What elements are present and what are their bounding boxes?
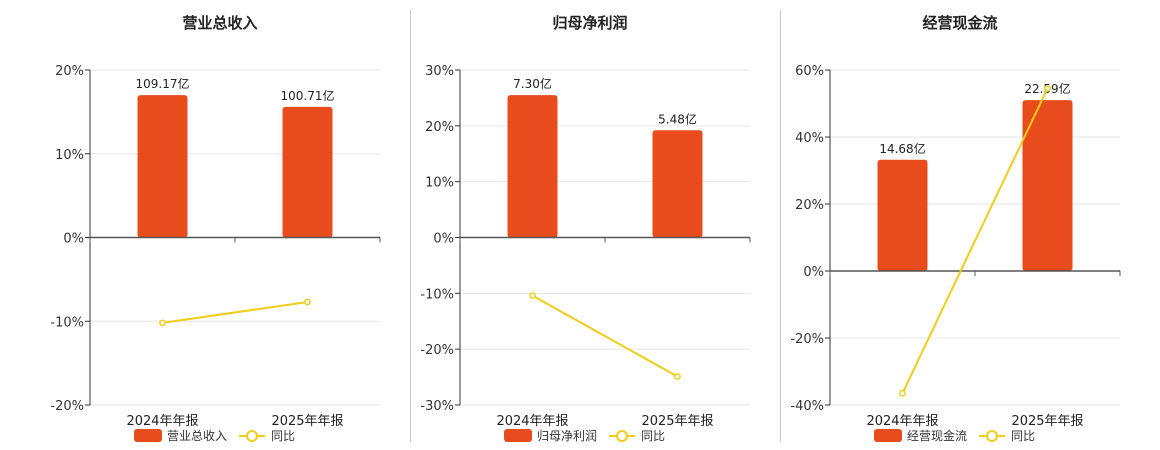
y-tick-label: 30% — [425, 64, 454, 79]
bar-value-label: 14.68亿 — [879, 141, 925, 156]
bar-value-label: 7.30亿 — [513, 76, 552, 91]
bar-value-label: 109.17亿 — [136, 76, 190, 91]
legend-line-label: 同比 — [641, 429, 665, 443]
y-tick-label: -20% — [420, 343, 454, 358]
bar — [1022, 100, 1073, 272]
chart-operating-cashflow: 经营现金流60%40%20%0%-20%-40%14.68亿22.59亿2024… — [790, 14, 1121, 443]
legend-line-marker — [986, 430, 998, 442]
chart-revenue: 营业总收入 20% 10% 0% -10% -20% 109.17亿 100.71亿 2024年… — [50, 14, 381, 443]
y-tick-label: 20% — [425, 120, 454, 135]
panel-divider — [780, 10, 781, 442]
y-tick-label: -10% — [50, 315, 84, 330]
legend-bar-label: 经营现金流 — [907, 428, 967, 443]
y-tick-label: 10% — [425, 176, 454, 191]
chart-title: 营业总收入 — [182, 14, 257, 32]
bar-value-label: 100.71亿 — [281, 88, 335, 103]
legend-line-label: 同比 — [1011, 429, 1035, 443]
y-tick-label: -10% — [420, 287, 454, 302]
yoy-point — [529, 292, 536, 299]
y-tick-label: -30% — [420, 399, 454, 414]
yoy-point — [674, 373, 681, 380]
y-tick-label: 0% — [433, 232, 454, 247]
legend-bar-label: 营业总收入 — [167, 429, 227, 443]
x-category-label: 2024年年报 — [866, 414, 938, 429]
x-category-label: 2024年年报 — [496, 414, 568, 429]
chart-title: 经营现金流 — [922, 14, 997, 32]
y-tick-label: -20% — [50, 399, 84, 414]
yoy-line — [532, 294, 678, 378]
yoy-point — [1044, 85, 1051, 92]
legend-line-marker — [616, 430, 628, 442]
y-tick-label: 20% — [795, 198, 824, 213]
y-tick-label: -40% — [790, 399, 824, 414]
panel-divider — [410, 10, 411, 442]
x-category-label: 2025年年报 — [271, 414, 343, 429]
bar — [507, 95, 558, 238]
yoy-point — [304, 298, 311, 306]
x-category-label: 2024年年报 — [126, 414, 198, 429]
y-tick-label: 0% — [803, 265, 824, 280]
y-tick-label: 60% — [795, 64, 824, 79]
legend-line-marker — [246, 430, 258, 442]
yoy-line — [162, 300, 308, 324]
bar — [137, 95, 188, 238]
bar — [877, 159, 928, 271]
x-category-label: 2025年年报 — [1011, 414, 1083, 429]
chart-title: 归母净利润 — [552, 14, 627, 32]
bar — [652, 130, 703, 238]
bar-value-label: 5.48亿 — [658, 111, 697, 126]
chart-net-profit: 归母净利润 30% 20% 10% 0% -10% -20% -30% 7.30亿 5.48亿 20… — [420, 14, 751, 443]
y-tick-label: 10% — [55, 148, 84, 163]
yoy-line — [901, 87, 1049, 394]
legend-line-label: 同比 — [271, 429, 295, 443]
y-tick-label: 40% — [795, 131, 824, 146]
legend-bar-label: 归母净利润 — [537, 429, 597, 443]
legend-bar-swatch — [874, 429, 902, 442]
x-category-label: 2025年年报 — [641, 414, 713, 429]
bar — [282, 106, 333, 238]
y-tick-label: 0% — [63, 232, 84, 247]
y-tick-label: 20% — [55, 64, 84, 79]
legend-bar-swatch — [134, 429, 162, 442]
yoy-point — [159, 319, 166, 327]
y-tick-label: -20% — [790, 332, 824, 347]
yoy-point — [899, 389, 906, 397]
legend-bar-swatch — [504, 429, 532, 442]
